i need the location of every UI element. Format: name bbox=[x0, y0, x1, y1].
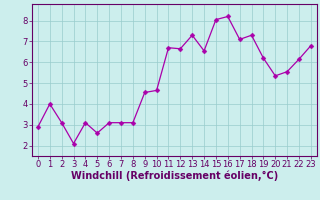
X-axis label: Windchill (Refroidissement éolien,°C): Windchill (Refroidissement éolien,°C) bbox=[71, 171, 278, 181]
